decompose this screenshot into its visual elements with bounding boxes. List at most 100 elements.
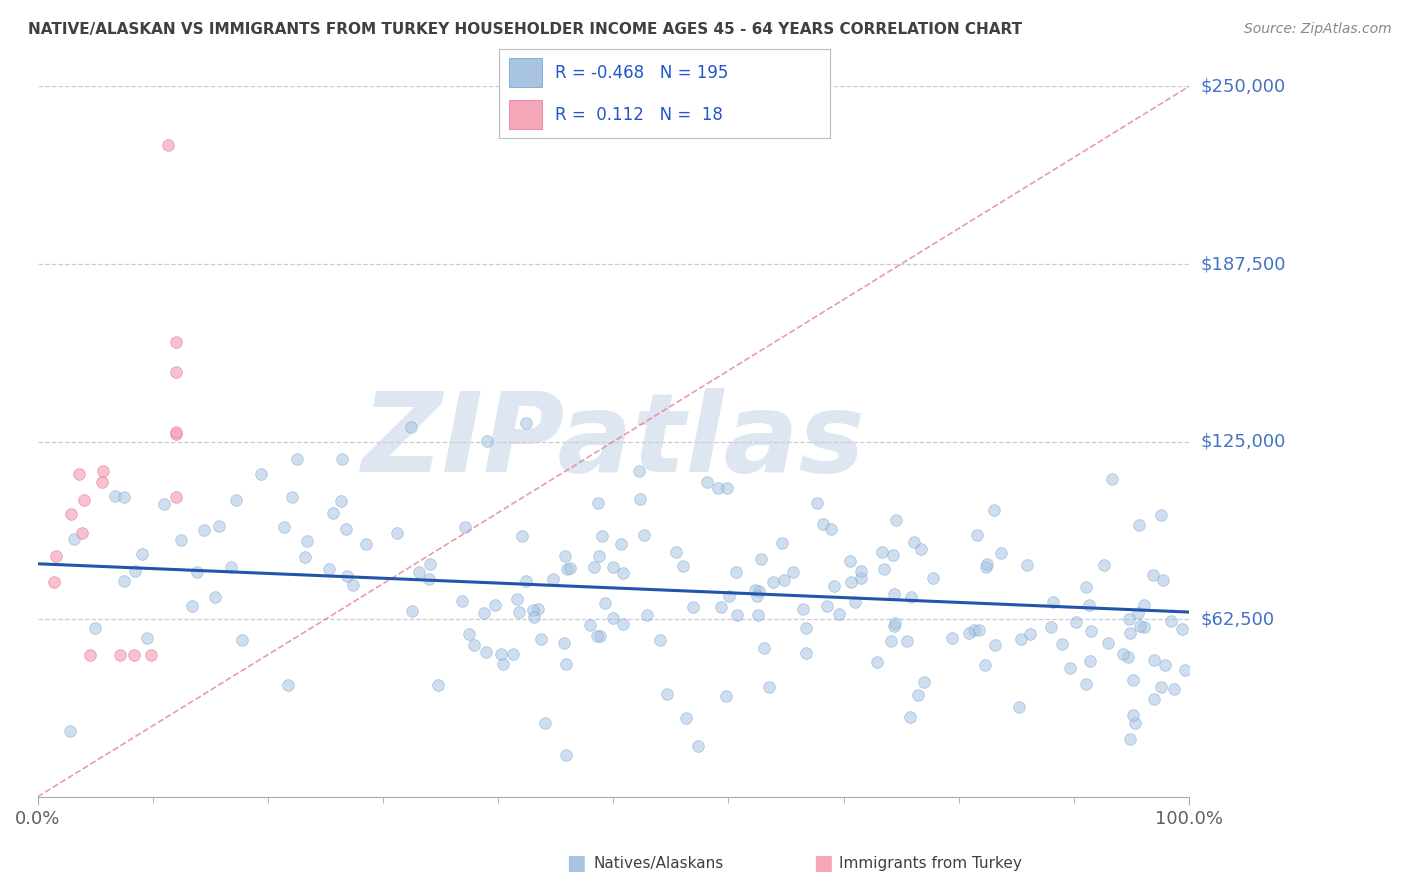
- Point: [42, 574, 65, 589]
- Point: [91, 475, 114, 490]
- Point: [1074, 677, 1097, 691]
- Point: [744, 583, 766, 598]
- Point: [67, 467, 90, 481]
- Point: [131, 547, 153, 561]
- Point: [463, 638, 485, 652]
- Point: [506, 591, 529, 606]
- Point: [208, 519, 231, 533]
- Point: [1170, 622, 1192, 636]
- Point: [896, 634, 918, 648]
- Point: [612, 617, 634, 632]
- Point: [84, 621, 107, 635]
- Point: [329, 494, 352, 508]
- Point: [815, 599, 838, 613]
- Point: [696, 475, 718, 490]
- Point: [792, 601, 814, 615]
- Point: [336, 568, 359, 582]
- Point: [169, 533, 191, 547]
- Point: [560, 561, 582, 575]
- Point: [555, 747, 578, 762]
- Point: [1039, 620, 1062, 634]
- Point: [225, 492, 247, 507]
- Point: [510, 529, 533, 543]
- Point: [79, 648, 101, 662]
- Point: [1174, 663, 1197, 677]
- Point: [399, 419, 422, 434]
- Point: [688, 739, 710, 753]
- Point: [583, 559, 606, 574]
- Point: [782, 566, 804, 580]
- Point: [555, 562, 578, 576]
- Point: [1076, 580, 1098, 594]
- Point: [285, 452, 308, 467]
- Point: [1163, 682, 1185, 697]
- Point: [589, 629, 612, 643]
- Point: [186, 565, 208, 579]
- Point: [1092, 558, 1115, 572]
- Point: [60, 507, 83, 521]
- Point: [73, 493, 96, 508]
- Point: [1119, 732, 1142, 747]
- Point: [1150, 508, 1173, 523]
- Point: [921, 571, 943, 585]
- Point: [966, 528, 988, 542]
- Point: [665, 545, 688, 559]
- Point: [796, 621, 818, 635]
- Point: [1008, 699, 1031, 714]
- Text: ZIPatlas: ZIPatlas: [361, 388, 865, 495]
- Point: [492, 657, 515, 671]
- Point: [773, 574, 796, 588]
- Point: [124, 564, 146, 578]
- Point: [59, 723, 82, 738]
- Point: [984, 638, 1007, 652]
- Point: [554, 657, 576, 672]
- Point: [794, 646, 817, 660]
- Point: [976, 557, 998, 571]
- Point: [534, 716, 557, 731]
- Text: Source: ZipAtlas.com: Source: ZipAtlas.com: [1244, 22, 1392, 37]
- Text: $125,000: $125,000: [1201, 433, 1285, 450]
- Point: [1059, 661, 1081, 675]
- Point: [219, 560, 242, 574]
- Point: [610, 537, 633, 551]
- Point: [872, 562, 894, 576]
- Point: [541, 572, 564, 586]
- Point: [165, 425, 187, 439]
- Point: [1112, 647, 1135, 661]
- Point: [1042, 595, 1064, 609]
- Point: [974, 560, 997, 574]
- Text: Natives/Alaskans: Natives/Alaskans: [593, 856, 724, 871]
- Point: [419, 558, 441, 572]
- Point: [294, 550, 316, 565]
- Point: [963, 623, 986, 637]
- Point: [973, 657, 995, 672]
- Point: [165, 365, 187, 379]
- Point: [682, 600, 704, 615]
- Point: [612, 566, 634, 580]
- Point: [628, 491, 651, 506]
- Point: [458, 627, 481, 641]
- Point: [716, 481, 738, 495]
- Point: [770, 535, 793, 549]
- Point: [1123, 715, 1146, 730]
- Point: [508, 605, 530, 619]
- Point: [1121, 708, 1143, 723]
- Point: [427, 678, 450, 692]
- Point: [112, 574, 135, 588]
- Point: [70, 525, 93, 540]
- Text: R =  0.112   N =  18: R = 0.112 N = 18: [555, 105, 723, 124]
- Point: [907, 688, 929, 702]
- Point: [747, 589, 769, 603]
- Point: [675, 711, 697, 725]
- Point: [502, 647, 524, 661]
- Point: [522, 603, 544, 617]
- Point: [990, 546, 1012, 560]
- Point: [515, 417, 537, 431]
- Point: [754, 641, 776, 656]
- Point: [231, 632, 253, 647]
- Point: [648, 632, 671, 647]
- Point: [967, 623, 990, 637]
- Point: [762, 575, 785, 590]
- Point: [453, 520, 475, 534]
- Point: [526, 601, 548, 615]
